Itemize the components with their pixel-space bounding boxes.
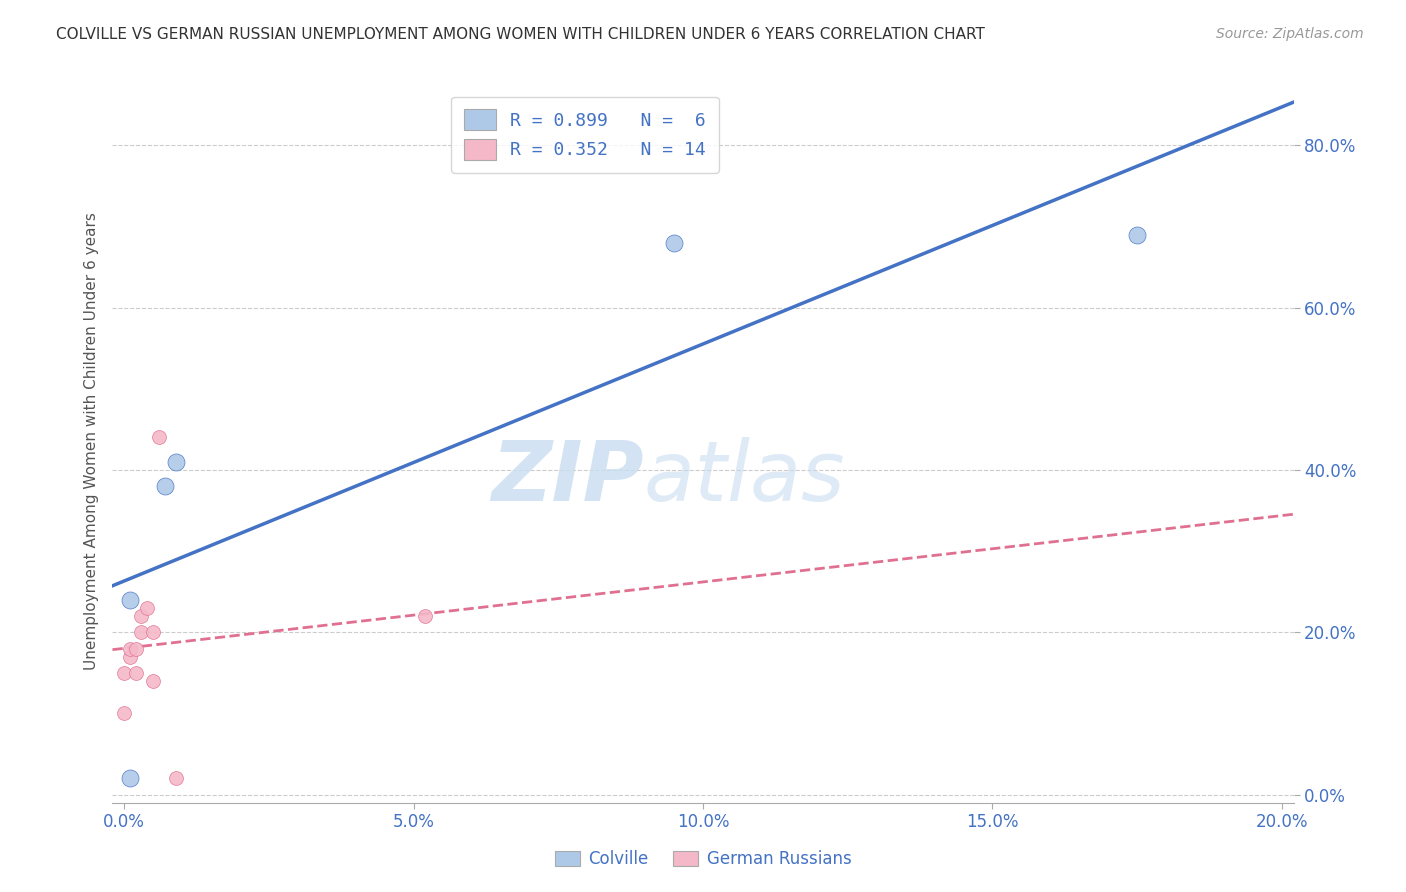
Text: Source: ZipAtlas.com: Source: ZipAtlas.com [1216, 27, 1364, 41]
Point [662, 235, 685, 250]
Text: COLVILLE VS GERMAN RUSSIAN UNEMPLOYMENT AMONG WOMEN WITH CHILDREN UNDER 6 YEARS : COLVILLE VS GERMAN RUSSIAN UNEMPLOYMENT … [56, 27, 986, 42]
Point [118, 592, 141, 607]
Legend: R = 0.899   N =  6, R = 0.352   N = 14: R = 0.899 N = 6, R = 0.352 N = 14 [451, 96, 718, 172]
Point [142, 673, 165, 688]
Y-axis label: Unemployment Among Women with Children Under 6 years: Unemployment Among Women with Children U… [83, 212, 98, 671]
Text: atlas: atlas [644, 437, 845, 518]
Point [118, 641, 141, 656]
Point [165, 772, 187, 786]
Point [153, 479, 176, 493]
Point [136, 601, 159, 615]
Text: ZIP: ZIP [491, 437, 644, 518]
Point [1126, 227, 1149, 242]
Point [124, 665, 146, 680]
Point [131, 625, 153, 640]
Legend: Colville, German Russians: Colville, German Russians [548, 844, 858, 875]
Point [124, 641, 146, 656]
Point [413, 609, 436, 624]
Point [131, 609, 153, 624]
Point [148, 430, 170, 444]
Point [118, 649, 141, 664]
Point [118, 772, 141, 786]
Point [142, 625, 165, 640]
Point [112, 706, 135, 721]
Point [165, 455, 187, 469]
Point [112, 665, 135, 680]
